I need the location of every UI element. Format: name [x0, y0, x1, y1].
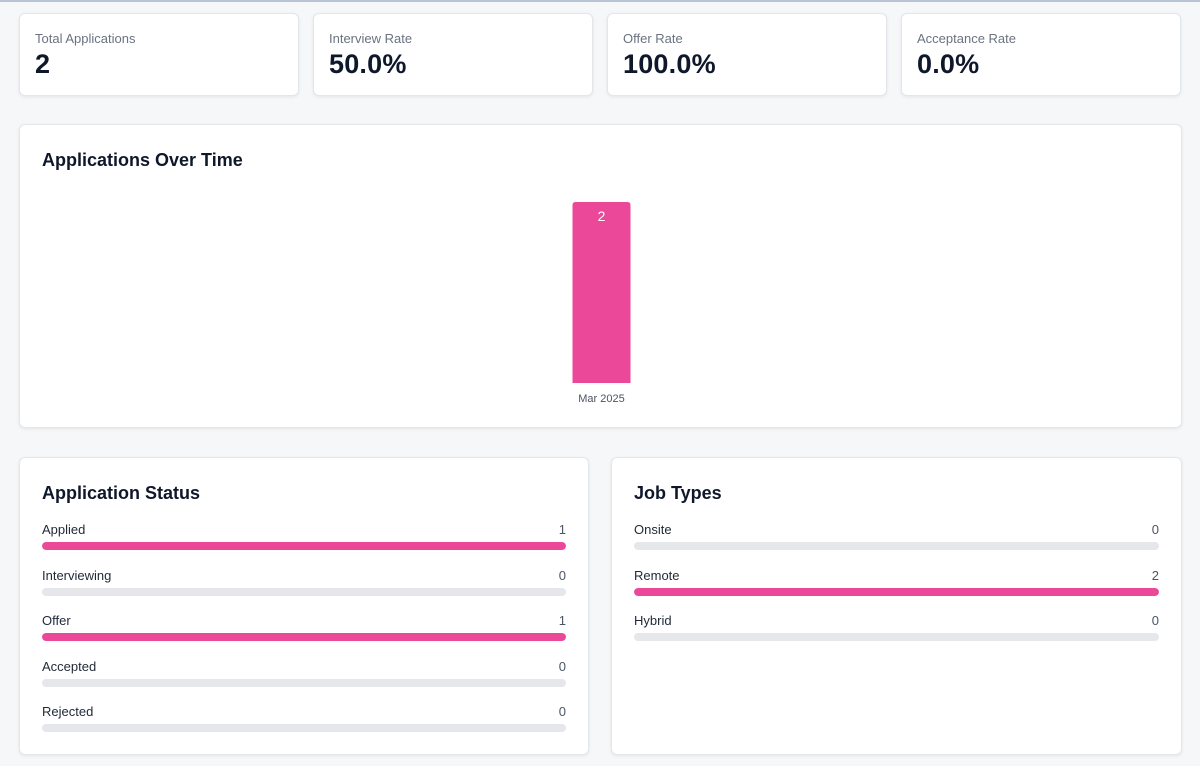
job-type-progress-track: [634, 633, 1159, 641]
status-row-offer: Offer 1: [42, 613, 566, 659]
job-types-card: Job Types Onsite 0 Remote 2 Hybrid 0: [611, 457, 1182, 755]
stat-label: Offer Rate: [623, 31, 683, 46]
chart-bar[interactable]: [572, 202, 631, 383]
job-type-row-onsite: Onsite 0: [634, 522, 1159, 568]
job-type-label: Hybrid: [634, 613, 672, 628]
job-type-count: 2: [1151, 567, 1159, 583]
stat-value: 100.0%: [623, 49, 716, 79]
status-label: Rejected: [42, 704, 94, 719]
job-type-row-remote: Remote 2: [634, 568, 1159, 614]
status-count: 0: [558, 704, 566, 719]
status-progress-track: [42, 542, 566, 550]
chart-category-label: Mar 2025: [578, 393, 624, 405]
status-row-applied: Applied 1: [42, 522, 566, 568]
status-row-rejected: Rejected 0: [42, 704, 566, 750]
job-types-list: Onsite 0 Remote 2 Hybrid 0: [634, 522, 1159, 659]
job-type-progress-track: [634, 587, 1159, 596]
stat-value: 2: [35, 49, 51, 79]
status-progress-fill: [42, 633, 566, 641]
status-progress-fill: [42, 542, 566, 550]
job-type-label: Remote: [634, 567, 680, 583]
status-row-accepted: Accepted 0: [42, 659, 566, 705]
stat-card-acceptance-rate: Acceptance Rate 0.0%: [901, 13, 1181, 96]
status-label: Accepted: [42, 658, 97, 674]
status-count: 0: [558, 658, 566, 674]
status-label: Offer: [42, 613, 71, 628]
stat-card-offer-rate: Offer Rate 100.0%: [607, 13, 887, 96]
chart-bar-value-label: 2: [598, 208, 606, 224]
status-count: 1: [558, 522, 566, 537]
job-type-progress-track: [634, 542, 1159, 550]
job-types-title: Job Types: [634, 483, 722, 503]
application-status-list: Applied 1 Interviewing 0 Offer 1 Accepted 0 Reje…: [42, 522, 566, 750]
stat-label: Acceptance Rate: [917, 31, 1017, 46]
status-progress-track: [42, 633, 566, 641]
application-status-title: Application Status: [42, 483, 201, 503]
applications-over-time-card: Applications Over Time 2 Mar 2025: [19, 124, 1182, 428]
status-row-interviewing: Interviewing 0: [42, 568, 566, 614]
stat-card-total-applications: Total Applications 2: [19, 13, 299, 96]
top-border: [0, 0, 1200, 2]
status-progress-track: [42, 587, 566, 596]
stat-value: 0.0%: [917, 49, 980, 79]
status-progress-track: [42, 678, 566, 687]
status-progress-track: [42, 724, 566, 732]
job-type-progress-fill: [634, 587, 1159, 596]
status-count: 1: [558, 613, 566, 628]
applications-over-time-chart: 2 Mar 2025: [572, 202, 631, 405]
status-label: Applied: [42, 522, 86, 537]
stat-card-interview-rate: Interview Rate 50.0%: [313, 13, 593, 96]
job-type-count: 0: [1151, 613, 1159, 628]
stat-label: Total Applications: [35, 31, 136, 46]
status-count: 0: [558, 567, 566, 583]
job-type-count: 0: [1151, 522, 1159, 537]
status-label: Interviewing: [42, 567, 112, 583]
job-type-label: Onsite: [634, 522, 672, 537]
chart-title: Applications Over Time: [42, 150, 243, 170]
application-status-card: Application Status Applied 1 Interviewing 0…: [19, 457, 589, 755]
stat-value: 50.0%: [329, 49, 407, 79]
stat-label: Interview Rate: [329, 31, 413, 46]
job-type-row-hybrid: Hybrid 0: [634, 613, 1159, 659]
